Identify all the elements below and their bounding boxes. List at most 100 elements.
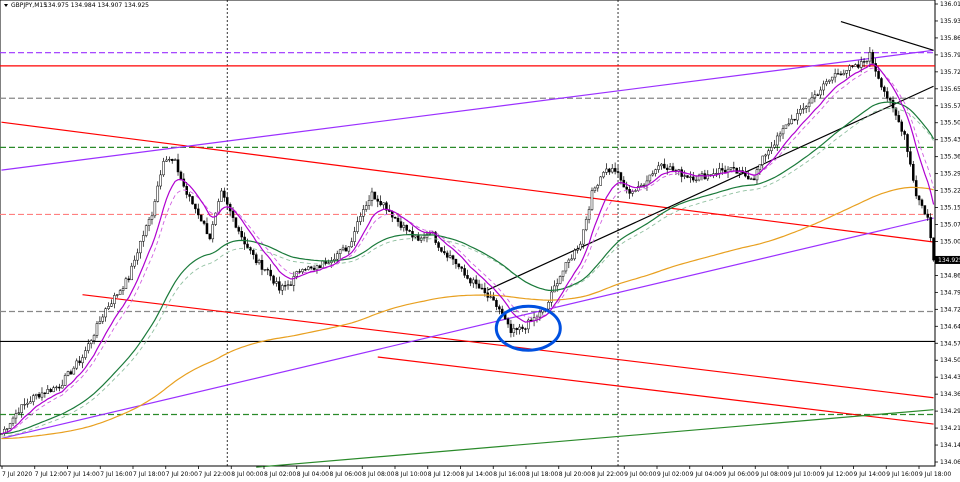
x-tick-label: 9 Jul 10:00 [788, 471, 820, 478]
red-lower-channel-line-2[interactable] [377, 356, 934, 425]
candle-body [466, 275, 469, 279]
candle-body [379, 201, 382, 206]
candle-body [862, 61, 866, 63]
candle-body [11, 417, 15, 424]
candle-body [162, 161, 165, 176]
candle-body [205, 223, 209, 235]
candle-body [573, 250, 576, 260]
purple-lower-trendline[interactable] [1, 217, 934, 440]
candle-body [845, 70, 848, 74]
candle-body [95, 323, 99, 336]
y-tick-label: 135.790 [940, 52, 960, 59]
candle-body [454, 258, 458, 265]
x-tick-label: 9 Jul 02:00 [657, 471, 689, 478]
black-top-trendline[interactable] [840, 20, 934, 51]
candle-body [121, 288, 125, 291]
candle-body [784, 124, 788, 129]
candle-body [642, 184, 646, 187]
candle-body [790, 118, 793, 125]
candle-body [897, 115, 901, 123]
candle-body [781, 128, 785, 135]
x-tick-label: 9 Jul 06:00 [723, 471, 755, 478]
candle-body [773, 144, 776, 148]
candle-body [512, 328, 516, 333]
green-bottom-trendline[interactable] [256, 409, 934, 468]
candle-body [20, 404, 23, 413]
candle-body [732, 167, 736, 169]
red-upper-channel-line[interactable] [1, 121, 934, 243]
candle-body [871, 52, 875, 64]
candle-body [92, 335, 96, 341]
candle-body [694, 179, 698, 182]
y-tick-label: 135.575 [940, 103, 960, 110]
candle-body [153, 201, 157, 217]
highlight-circle [494, 304, 562, 352]
candle-body [98, 321, 102, 324]
candle-body [599, 176, 602, 186]
candle-body [393, 216, 397, 219]
candle-body [480, 287, 484, 290]
x-tick-label: 7 Jul 2020 [2, 471, 32, 478]
candle-body [639, 184, 643, 187]
candle-body [179, 171, 183, 180]
candle-body [34, 393, 38, 396]
candle-body [359, 216, 362, 222]
candle-body [211, 224, 215, 240]
candle-body [799, 109, 802, 114]
candle-body [118, 290, 122, 295]
candle-body [133, 259, 136, 267]
candle-body [136, 252, 139, 261]
y-tick-label: 134.575 [940, 340, 960, 347]
y-tick-label: 135.935 [940, 18, 960, 25]
dropdown-triangle-icon[interactable] [4, 4, 8, 7]
candle-body [89, 340, 93, 345]
candle-body [199, 214, 203, 222]
candle-body [793, 118, 796, 121]
candle-body [246, 243, 249, 248]
candle-body [593, 187, 597, 192]
candle-body [417, 235, 420, 241]
candle-body [877, 71, 880, 79]
candle-body [312, 267, 316, 270]
candle-body [170, 158, 174, 161]
candle-body [718, 168, 721, 174]
candle-body [60, 385, 64, 389]
candle-body [570, 258, 573, 261]
candle-body [298, 271, 301, 273]
candle-body [700, 173, 704, 176]
candle-body [225, 197, 229, 205]
candle-body [58, 386, 61, 389]
candle-body [165, 159, 168, 162]
candle-body [553, 285, 556, 293]
ma-mid-dashed-line [1, 107, 934, 437]
candle-body [885, 91, 889, 99]
candle-body [370, 191, 374, 201]
y-tick-label: 134.145 [940, 442, 960, 449]
candle-body [587, 209, 591, 220]
y-tick-label: 135.650 [940, 86, 960, 93]
candle-body [663, 163, 666, 169]
candle-body [234, 217, 238, 228]
candle-body [602, 172, 605, 178]
candle-body [237, 227, 241, 232]
candle-body [124, 278, 128, 289]
black-support-trendline[interactable] [487, 85, 934, 291]
candle-body [144, 225, 148, 236]
candle-body [107, 306, 110, 309]
x-tick-label: 8 Jul 14:00 [461, 471, 493, 478]
x-tick-label: 7 Jul 20:00 [166, 471, 198, 478]
candle-body [66, 371, 70, 376]
purple-upper-trendline[interactable] [1, 49, 934, 171]
candle-body [723, 169, 727, 173]
candle-body [683, 175, 686, 177]
candle-body [631, 191, 634, 194]
x-tick-label: 8 Jul 20:00 [559, 471, 591, 478]
candle-body [356, 221, 359, 232]
y-tick-label: 135.435 [940, 137, 960, 144]
candle-body [848, 65, 851, 71]
candle-body [596, 185, 600, 189]
candle-body [437, 242, 440, 248]
candle-body [567, 259, 571, 263]
